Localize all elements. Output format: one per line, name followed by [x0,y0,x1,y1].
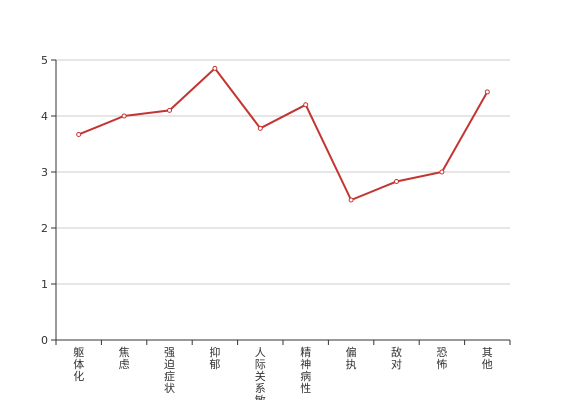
y-tick-label: 5 [41,54,48,67]
point [484,89,490,95]
x-tick-label: 人际关系敏感 [255,346,266,400]
x-tick-label: 恐怖 [436,346,447,371]
x-tick-label: 精神病性 [300,346,311,395]
point [257,125,263,131]
y-tick-label: 1 [41,278,48,291]
point [167,107,172,113]
y-tick-label: 3 [41,166,48,179]
y-tick-label: 4 [41,110,48,123]
point [303,102,309,108]
x-tick-label: 偏执 [346,345,357,371]
y-tick-label: 2 [41,222,48,235]
point [394,179,399,185]
y-tick-label: 0 [41,334,48,347]
x-tick-label: 敌对 [391,345,402,371]
line [78,66,489,202]
point [348,197,354,203]
x-tick-label: 抑郁 [209,345,220,371]
point [212,65,218,71]
x-tick-label: 焦虑 [119,346,130,371]
point [121,113,127,119]
x-tick-label: 其他 [482,346,493,371]
x-tick-label: 强迫症状 [164,346,175,395]
x-tick-label: 躯体化 [73,346,84,383]
point [439,169,445,175]
point [76,131,82,137]
